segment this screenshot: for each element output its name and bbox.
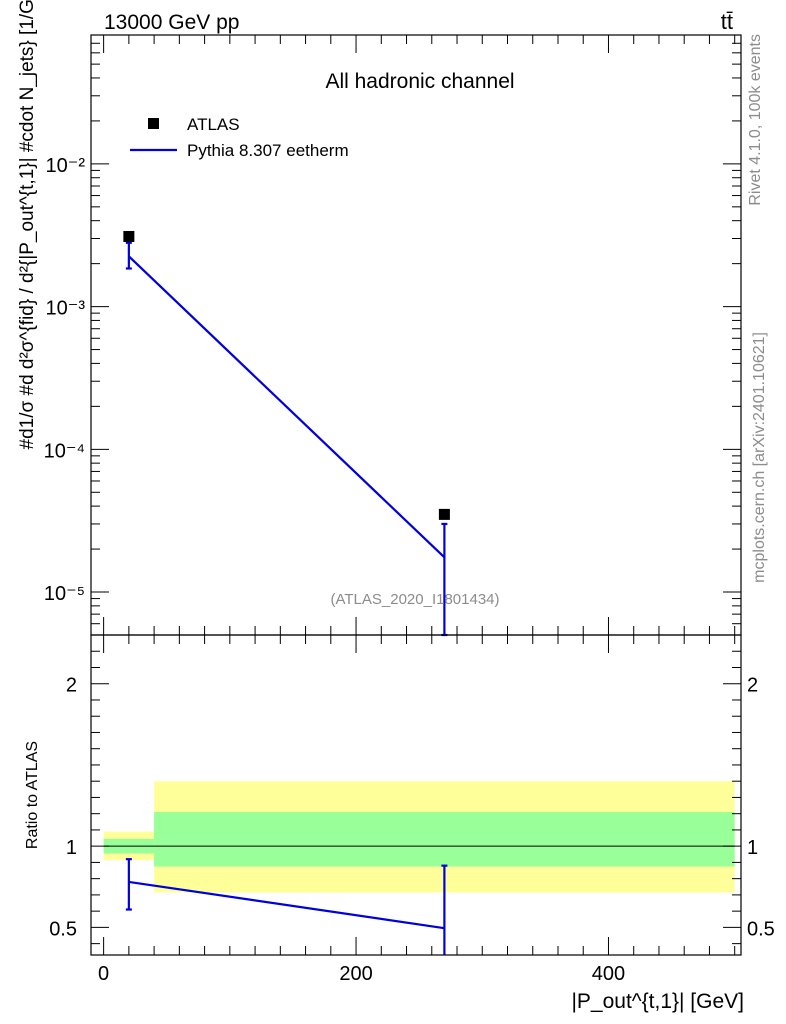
- y-tick-label: 10⁻²: [46, 155, 86, 177]
- ratio-y-axis-label: Ratio to ATLAS: [24, 741, 41, 849]
- main-ticks: 10⁻² 10⁻³ 10⁻⁴ 10⁻⁵: [44, 34, 741, 635]
- pythia-ratio-line: [128, 880, 445, 930]
- ratio-y-tick-label-left: 2: [66, 675, 77, 697]
- ratio-y-tick-label-right: 2: [747, 675, 758, 697]
- analysis-watermark: (ATLAS_2020_I1801434): [330, 591, 499, 608]
- main-y-axis-label: #d1/σ #d d²σ^{fid} / d²{|P_out^{t,1}| #c…: [17, 0, 38, 449]
- mcplots-label: mcplots.cern.ch [arXiv:2401.10621]: [751, 332, 768, 583]
- ratio-y-tick-label-right: 1: [747, 837, 758, 859]
- ratio-panel: 0.5 0.5 1 1 2 2 0 200 400 Ratio to ATLAS |P_out^…: [24, 634, 775, 1013]
- atlas-data-point: [123, 230, 135, 242]
- x-tick-label: 400: [592, 963, 625, 985]
- ratio-ticks: 0.5 0.5 1 1 2 2 0 200 400: [49, 634, 775, 985]
- chart-title: All hadronic channel: [325, 70, 514, 93]
- ratio-marks: [103, 781, 735, 955]
- y-tick-label: 10⁻⁵: [44, 583, 85, 605]
- energy-label: 13000 GeV pp: [104, 11, 239, 34]
- x-tick-label: 200: [339, 963, 372, 985]
- legend-label-atlas: ATLAS: [187, 115, 240, 134]
- ratio-band-green: [154, 812, 735, 867]
- ratio-y-tick-label-left: 0.5: [49, 918, 77, 940]
- atlas-data-point: [438, 508, 450, 520]
- process-label: tt̄: [721, 9, 733, 34]
- main-panel: 10⁻² 10⁻³ 10⁻⁴ 10⁻⁵ All hadronic channel (A…: [17, 0, 742, 637]
- ratio-y-tick-label-right: 0.5: [747, 918, 775, 940]
- y-tick-label: 10⁻³: [46, 298, 86, 320]
- legend: ATLAS Pythia 8.307 eetherm: [130, 115, 349, 160]
- x-axis-label: |P_out^{t,1}| [GeV]: [571, 990, 744, 1013]
- y-tick-label: 10⁻⁴: [44, 440, 85, 462]
- x-tick-label: 0: [98, 963, 109, 985]
- legend-label-pythia: Pythia 8.307 eetherm: [187, 141, 349, 160]
- ratio-frame: [90, 634, 742, 956]
- rivet-label: Rivet 4.1.0, 100k events: [747, 34, 764, 206]
- ratio-y-tick-label-left: 1: [66, 837, 77, 859]
- main-marks: [123, 230, 450, 637]
- legend-marker-atlas: [148, 118, 159, 129]
- pythia-series-line: [128, 255, 446, 559]
